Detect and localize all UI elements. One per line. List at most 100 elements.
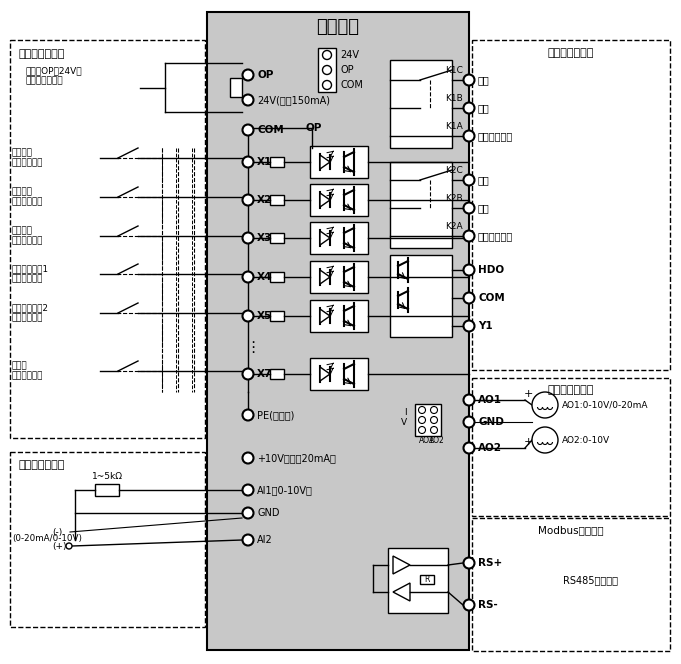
- Text: 出厂时OP与24V之
间有短接片连接: 出厂时OP与24V之 间有短接片连接: [25, 66, 82, 86]
- Text: +: +: [524, 437, 533, 447]
- Bar: [415, 404, 441, 436]
- Bar: [270, 233, 284, 243]
- Circle shape: [464, 394, 475, 406]
- Text: RS-: RS-: [478, 600, 498, 610]
- Text: 数字量输出端子: 数字量输出端子: [548, 48, 595, 58]
- Text: COM: COM: [257, 125, 284, 135]
- Text: 24V(最大150mA): 24V(最大150mA): [257, 95, 330, 105]
- Text: K1B: K1B: [445, 94, 463, 102]
- Text: 数字量输入端子: 数字量输入端子: [18, 49, 65, 59]
- Text: 常开: 常开: [478, 175, 490, 185]
- Text: 24V: 24V: [340, 50, 359, 60]
- Bar: [310, 300, 368, 332]
- Text: 无功能
（出厂设置）: 无功能 （出厂设置）: [12, 361, 44, 380]
- Circle shape: [464, 74, 475, 86]
- Text: X2: X2: [257, 195, 272, 205]
- Text: Modbus通讯端子: Modbus通讯端子: [538, 525, 604, 535]
- Polygon shape: [320, 367, 330, 381]
- Circle shape: [464, 175, 475, 185]
- Polygon shape: [393, 583, 410, 601]
- Text: (0-20mA/0-10V): (0-20mA/0-10V): [12, 533, 82, 542]
- Bar: [310, 146, 368, 178]
- Polygon shape: [320, 155, 330, 169]
- Text: Y1: Y1: [478, 321, 492, 331]
- Bar: [390, 162, 452, 248]
- Bar: [270, 272, 284, 282]
- Circle shape: [464, 102, 475, 114]
- Text: ⋮: ⋮: [245, 339, 261, 355]
- Text: RS485通讯端子: RS485通讯端子: [563, 575, 618, 585]
- Text: +10V（最大20mA）: +10V（最大20mA）: [257, 453, 336, 463]
- Text: 1~5kΩ: 1~5kΩ: [92, 471, 123, 481]
- Text: 多段指令端子1
（出厂设置）: 多段指令端子1 （出厂设置）: [12, 264, 49, 284]
- Circle shape: [323, 50, 332, 60]
- Bar: [270, 311, 284, 321]
- Text: R: R: [424, 575, 430, 584]
- Bar: [310, 222, 368, 254]
- Text: 多段指令端子2
（出厂设置）: 多段指令端子2 （出厂设置）: [12, 303, 49, 323]
- Circle shape: [66, 543, 72, 549]
- Circle shape: [323, 66, 332, 74]
- Circle shape: [242, 272, 253, 282]
- Circle shape: [464, 293, 475, 303]
- Text: COM: COM: [340, 80, 363, 90]
- Polygon shape: [320, 193, 330, 207]
- Text: OP: OP: [340, 65, 353, 75]
- Text: X3: X3: [257, 233, 272, 243]
- Text: 常闭: 常闭: [478, 103, 490, 113]
- Circle shape: [464, 131, 475, 141]
- Text: X7: X7: [257, 369, 272, 379]
- Text: I: I: [405, 408, 407, 416]
- Text: K2A: K2A: [445, 222, 463, 230]
- Bar: [318, 48, 336, 92]
- Text: OP: OP: [257, 70, 273, 80]
- Bar: [270, 157, 284, 167]
- Text: +: +: [524, 389, 533, 399]
- Circle shape: [464, 442, 475, 454]
- Text: K1C: K1C: [445, 66, 463, 74]
- Circle shape: [532, 427, 558, 453]
- Text: AO1: AO1: [419, 436, 434, 444]
- Text: (-): (-): [52, 527, 62, 537]
- Circle shape: [242, 410, 253, 420]
- Text: AI2: AI2: [257, 535, 273, 545]
- Bar: [388, 548, 448, 613]
- Circle shape: [464, 230, 475, 242]
- Circle shape: [242, 70, 253, 80]
- Bar: [390, 60, 452, 148]
- Text: OP: OP: [305, 123, 321, 133]
- Text: AO2: AO2: [478, 443, 502, 453]
- Circle shape: [242, 125, 253, 135]
- Text: X5: X5: [257, 311, 272, 321]
- Circle shape: [464, 558, 475, 568]
- Text: COM: COM: [478, 293, 505, 303]
- Text: K2B: K2B: [445, 193, 463, 203]
- Circle shape: [464, 203, 475, 214]
- Bar: [472, 378, 670, 516]
- Bar: [472, 518, 670, 651]
- Bar: [472, 40, 670, 370]
- Text: 常开: 常开: [478, 75, 490, 85]
- Text: RS+: RS+: [478, 558, 503, 568]
- Text: 继电器公共端: 继电器公共端: [478, 131, 513, 141]
- Text: X4: X4: [257, 272, 272, 282]
- Text: GND: GND: [478, 417, 504, 427]
- Circle shape: [532, 392, 558, 418]
- Text: AO1:0-10V/0-20mA: AO1:0-10V/0-20mA: [562, 400, 648, 410]
- Bar: [207, 12, 469, 650]
- Text: PE(接机壳): PE(接机壳): [257, 410, 294, 420]
- Circle shape: [464, 600, 475, 610]
- Bar: [270, 369, 284, 379]
- Circle shape: [430, 406, 437, 414]
- Circle shape: [242, 485, 253, 495]
- Text: 继电器公共端: 继电器公共端: [478, 231, 513, 241]
- Circle shape: [464, 321, 475, 331]
- Circle shape: [242, 232, 253, 244]
- Text: HDO: HDO: [478, 265, 504, 275]
- Circle shape: [323, 80, 332, 90]
- Circle shape: [242, 195, 253, 205]
- Text: V: V: [401, 418, 407, 426]
- Circle shape: [419, 416, 426, 424]
- Text: 正转运行
（出厂设置）: 正转运行 （出厂设置）: [12, 148, 44, 168]
- Text: 控制电路: 控制电路: [317, 18, 360, 36]
